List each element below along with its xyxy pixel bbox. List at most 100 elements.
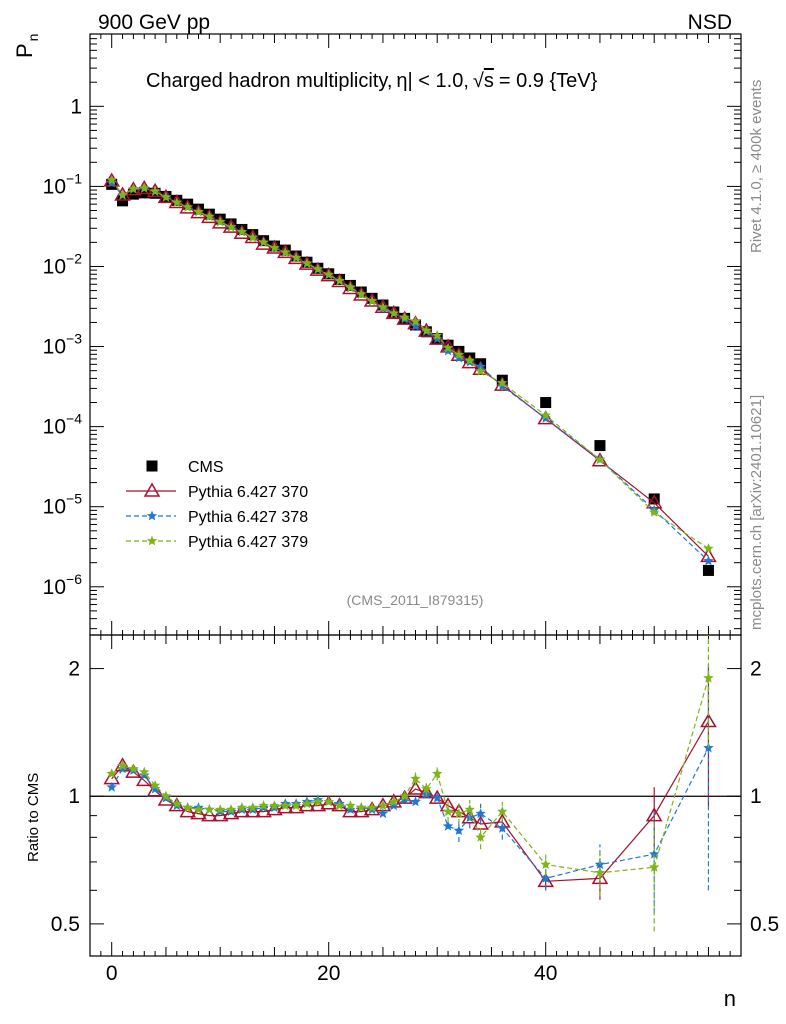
ratio-data-point	[139, 766, 150, 777]
ratio-data-point	[160, 790, 172, 801]
legend-marker	[146, 510, 158, 521]
ratio-data-point	[442, 806, 454, 816]
ratio-data-point	[442, 820, 454, 831]
ratio-data-point	[464, 804, 475, 814]
ratio-series-0	[103, 664, 717, 900]
main-data-point	[472, 360, 489, 376]
y-tick-base: 10	[43, 576, 66, 599]
main-data-point	[106, 174, 117, 185]
chart-title: Charged hadron multiplicity, η| < 1.0, √s =…	[146, 70, 598, 92]
main-data-point	[497, 380, 508, 391]
y-tick-base: 10	[43, 336, 66, 359]
ratio-data-point	[703, 672, 714, 683]
ratio-data-point	[280, 800, 291, 811]
y-tick-label: 10−1	[43, 170, 83, 198]
main-data-point	[160, 191, 172, 202]
ratio-data-point	[345, 800, 356, 811]
x-axis-label: n	[724, 986, 736, 1011]
main-data-point	[410, 316, 421, 326]
main-data-point	[255, 235, 272, 250]
main-data-point	[594, 440, 606, 452]
main-data-point	[103, 172, 121, 187]
ratio-data-point	[193, 804, 204, 814]
y-tick-exponent: −3	[66, 331, 82, 347]
main-data-point	[149, 185, 161, 196]
ratio-data-point	[540, 859, 551, 869]
main-data-point	[128, 183, 139, 194]
main-data-point	[193, 206, 204, 217]
y-tick-exponent: −4	[66, 411, 82, 427]
ratio-data-point	[171, 798, 182, 809]
ratio-data-point	[453, 808, 465, 819]
main-data-point	[399, 312, 410, 322]
legend-marker	[143, 482, 161, 497]
ratio-data-point	[106, 781, 117, 792]
y-tick-exponent: −6	[66, 571, 82, 587]
ratio-data-point	[342, 803, 359, 818]
ratio-series-line	[111, 677, 709, 874]
ratio-data-point	[432, 792, 443, 803]
y-tick-exponent: −1	[66, 170, 82, 186]
ratio-panel-frame	[89, 634, 742, 957]
ratio-data-point	[388, 800, 399, 811]
main-data-point	[648, 493, 660, 505]
legend-label: CMS	[188, 459, 224, 476]
ratio-data-point	[323, 796, 334, 807]
main-data-point	[702, 564, 714, 576]
ratio-y-tick-label: 2	[68, 658, 80, 681]
ratio-data-point	[236, 802, 248, 813]
main-data-point	[475, 365, 486, 376]
y-tick-label: 10−2	[43, 250, 83, 278]
ratio-y-tick-label-right: 1	[750, 785, 762, 808]
ratio-series	[103, 635, 717, 932]
ratio-data-point	[418, 784, 435, 799]
main-data-point	[211, 214, 229, 229]
ratio-data-point	[204, 804, 215, 814]
main-data-point	[204, 211, 215, 221]
ratio-data-point	[453, 825, 465, 835]
legend: CMS Pythia 6.427 370 Pythia 6.427 378 Pythi…	[126, 459, 308, 551]
ratio-data-point	[410, 796, 421, 807]
main-data-point	[421, 325, 432, 336]
ratio-ticks: 0.5 0.5 1 1 2 2	[51, 658, 779, 936]
main-data-point	[540, 397, 552, 409]
ratio-data-point	[388, 796, 399, 807]
ratio-data-point	[287, 799, 305, 814]
ratio-data-point	[475, 831, 486, 842]
analysis-watermark: (CMS_2011_I879315)	[347, 592, 484, 608]
main-data-point	[225, 221, 237, 232]
ratio-data-point	[117, 760, 128, 771]
y-tick-label: 10−5	[43, 491, 83, 519]
ratio-data-point	[269, 800, 280, 811]
ratio-data-point	[149, 780, 161, 790]
main-data-point	[377, 301, 389, 312]
ratio-data-point	[345, 804, 356, 814]
rivet-version-label: Rivet 4.1.0, ≥ 400k events	[748, 80, 765, 253]
x-tick-label: 20	[317, 962, 340, 985]
main-data-point	[410, 320, 421, 331]
main-data-point	[442, 345, 454, 356]
main-data-point	[453, 352, 465, 363]
main-series-1	[103, 172, 717, 563]
main-data-point	[493, 376, 511, 391]
ratio-y-tick-label: 1	[68, 785, 80, 808]
ratio-data-point	[179, 803, 196, 818]
mcplots-source-label: mcplots.cern.ch [arXiv:2401.10621]	[748, 395, 765, 630]
main-data-point	[320, 267, 338, 282]
title-sqrt-symbol: √	[473, 70, 484, 92]
ratio-data-point	[450, 803, 468, 818]
ratio-data-point	[301, 798, 313, 809]
main-data-point	[464, 355, 475, 365]
legend-label: Pythia 6.427 378	[188, 509, 308, 526]
y-tick-label: 10−3	[43, 331, 83, 359]
ratio-data-point	[366, 802, 378, 813]
ratio-data-point	[190, 805, 207, 820]
main-data-point	[233, 224, 251, 239]
ratio-data-point	[182, 802, 193, 813]
main-data-point	[182, 201, 193, 212]
title-prefix: Charged hadron multiplicity,	[146, 70, 392, 92]
legend-marker	[146, 460, 158, 472]
ratio-data-point	[117, 763, 128, 774]
main-series-2	[106, 177, 714, 566]
